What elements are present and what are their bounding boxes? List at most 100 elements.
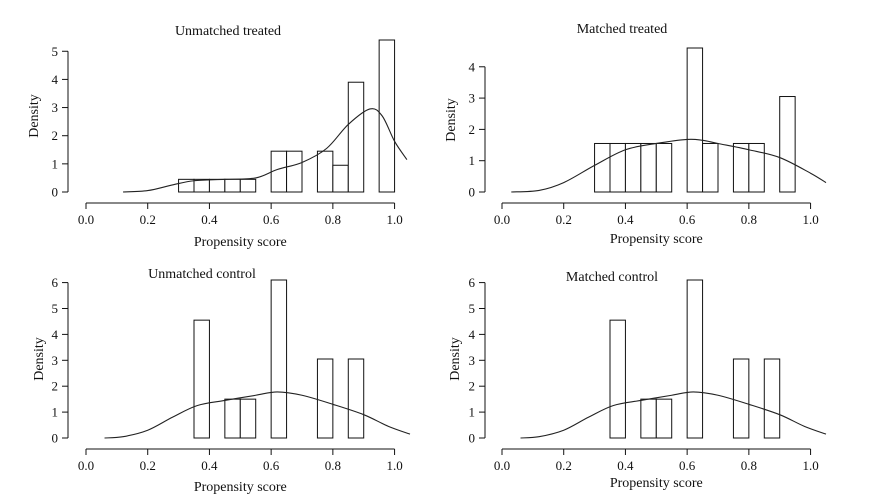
y-tick-label: 5 (469, 301, 476, 316)
histogram-bar-7 (316, 150, 334, 193)
histogram-bar-5 (270, 279, 288, 439)
y-tick-label: 3 (469, 91, 476, 106)
x-tick-label: 0.4 (617, 458, 634, 473)
panel-title: Matched control (566, 270, 658, 285)
y-tick-label: 0 (52, 185, 59, 200)
histogram-bar-7 (732, 142, 750, 193)
x-axis-title: Propensity score (610, 232, 703, 247)
y-tick-label: 3 (469, 353, 476, 368)
y-axis-title: Density (27, 94, 42, 138)
x-tick-label: 0.8 (325, 458, 341, 473)
histogram-bar-6 (286, 150, 303, 193)
histogram-bar-2 (624, 142, 642, 193)
x-tick-label: 0.0 (494, 458, 510, 473)
y-tick-label: 5 (52, 44, 59, 59)
y-tick-label: 5 (52, 301, 59, 316)
y-tick-label: 1 (469, 153, 476, 168)
histogram-bar-10 (347, 358, 365, 439)
y-tick-label: 4 (469, 59, 476, 74)
x-tick-label: 0.6 (263, 458, 280, 473)
histogram-bar-3 (640, 142, 657, 193)
panel-unmatched-treated: 0.0 0.2 0.4 0.6 0.8 1.0 0 1 2 3 4 5 Unmatched treate… (27, 24, 408, 250)
panel-title: Unmatched control (148, 267, 256, 282)
x-tick-label: 1.0 (386, 458, 402, 473)
x-tick-label: 0.2 (556, 212, 572, 227)
x-tick-label: 0.6 (679, 212, 696, 227)
histogram-bar-3 (224, 178, 241, 193)
histogram-bar-5 (686, 47, 704, 193)
histogram-bar-8 (332, 164, 349, 193)
histogram-bar-2 (640, 398, 657, 439)
x-tick-label: 0.2 (140, 212, 156, 227)
y-tick-label: 2 (52, 128, 59, 143)
x-tick-label: 0.4 (201, 212, 218, 227)
y-tick-label: 4 (469, 327, 476, 342)
x-axis-title: Propensity score (610, 476, 703, 491)
y-tick-label: 1 (52, 405, 59, 420)
y-tick-label: 4 (52, 72, 59, 87)
x-tick-label: 0.6 (263, 212, 280, 227)
y-tick-label: 1 (469, 405, 476, 420)
x-tick-label: 0.8 (741, 212, 757, 227)
histogram-bar-0 (594, 142, 611, 193)
histogram-bar-4 (655, 142, 673, 193)
histogram-bar-4 (239, 178, 257, 193)
x-tick-label: 0.0 (78, 212, 94, 227)
histogram-bar-9 (347, 81, 365, 193)
x-tick-label: 1.0 (386, 212, 402, 227)
y-tick-label: 2 (469, 379, 476, 394)
y-tick-label: 1 (52, 156, 59, 171)
histogram-bar-10 (763, 358, 781, 439)
density-curve (104, 391, 411, 439)
histogram-bar-11 (378, 39, 396, 193)
y-tick-label: 6 (469, 275, 476, 290)
x-axis-title: Propensity score (194, 480, 287, 495)
x-tick-label: 0.4 (617, 212, 634, 227)
histogram-bar-8 (748, 142, 765, 193)
panel-matched-control: 0.0 0.2 0.4 0.6 0.8 1.0 0 1 2 3 4 5 6 Matched control… (448, 270, 827, 491)
panel-title: Matched treated (577, 22, 668, 37)
x-tick-label: 0.6 (679, 458, 696, 473)
x-tick-label: 1.0 (802, 458, 818, 473)
density-curve (520, 391, 827, 439)
y-tick-label: 0 (469, 431, 476, 446)
y-tick-label: 3 (52, 100, 59, 115)
histogram-bar-8 (732, 358, 750, 439)
density-curve (511, 138, 827, 193)
x-tick-label: 0.8 (325, 212, 341, 227)
histogram-bar-3 (655, 398, 673, 439)
x-tick-label: 0.0 (78, 458, 94, 473)
x-tick-label: 0.2 (140, 458, 156, 473)
y-tick-label: 0 (52, 431, 59, 446)
histogram-bar-2 (208, 178, 226, 193)
y-axis-title: Density (448, 337, 463, 381)
y-tick-label: 0 (469, 185, 476, 200)
y-tick-label: 3 (52, 353, 59, 368)
y-axis-title: Density (444, 98, 459, 142)
y-tick-label: 2 (469, 122, 476, 137)
histogram-bar-5 (270, 150, 288, 193)
x-tick-label: 1.0 (802, 212, 818, 227)
histogram-bar-2 (224, 398, 241, 439)
panel-matched-treated: 0.0 0.2 0.4 0.6 0.8 1.0 0 1 2 3 4 Matched treated Pr… (444, 22, 827, 247)
histogram-bar-8 (316, 358, 334, 439)
panel-title: Unmatched treated (175, 24, 281, 39)
x-tick-label: 0.4 (201, 458, 218, 473)
histogram-bar-3 (239, 398, 257, 439)
y-tick-label: 4 (52, 327, 59, 342)
x-tick-label: 0.0 (494, 212, 510, 227)
x-axis-title: Propensity score (194, 235, 287, 250)
y-tick-label: 2 (52, 379, 59, 394)
histogram-bar-0 (193, 319, 210, 439)
histogram-bar-1 (193, 178, 210, 193)
x-tick-label: 0.8 (741, 458, 757, 473)
panel-unmatched-control: 0.0 0.2 0.4 0.6 0.8 1.0 0 1 2 3 4 5 6 Unmatched contr… (32, 267, 411, 495)
histogram-bar-6 (702, 142, 719, 193)
x-tick-label: 0.2 (556, 458, 572, 473)
density-curve (122, 108, 408, 193)
y-axis-title: Density (32, 337, 47, 381)
y-tick-label: 6 (52, 275, 59, 290)
histogram-bar-9 (779, 96, 796, 193)
histogram-bar-0 (609, 319, 626, 439)
